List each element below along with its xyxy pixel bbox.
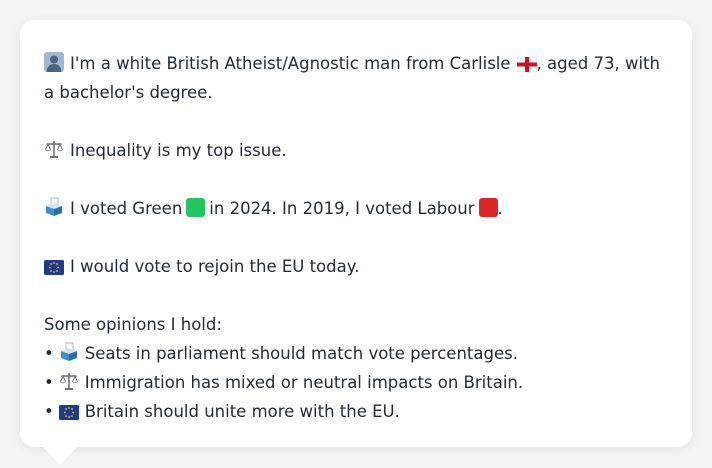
balance-scale-icon bbox=[45, 141, 63, 158]
opinion-item-2: • Immigration has mixed or neutral impac… bbox=[44, 368, 668, 397]
opinion-text: Seats in parliament should match vote pe… bbox=[84, 344, 518, 363]
bubble-tail bbox=[41, 445, 79, 465]
bullet: • bbox=[44, 402, 54, 421]
opinion-text: Britain should unite more with the EU. bbox=[84, 402, 400, 421]
vote-text-2: in 2024. In 2019, I voted Labour bbox=[209, 199, 475, 218]
vote-text-1: I voted Green bbox=[70, 199, 183, 218]
intro-text-tail: , aged 73, with a bachelor's degree. bbox=[44, 54, 660, 102]
vote-line: I voted Green in 2024. In 2019, I voted L… bbox=[44, 194, 668, 223]
bullet: • bbox=[44, 373, 54, 392]
eu-flag-icon bbox=[44, 260, 64, 275]
balance-scale-icon bbox=[59, 373, 78, 390]
opinion-item-3: • Britain should unite more with the EU. bbox=[44, 397, 668, 426]
ballot-box-icon bbox=[46, 197, 62, 216]
eu-line: I would vote to rejoin the EU today. bbox=[44, 252, 668, 281]
top-issue-line: Inequality is my top issue. bbox=[44, 136, 668, 165]
bullet: • bbox=[44, 344, 54, 363]
england-flag-icon bbox=[516, 57, 537, 72]
person-silhouette-icon bbox=[44, 52, 64, 72]
vote-text-3: . bbox=[497, 199, 503, 218]
intro-text: I'm a white British Atheist/Agnostic man… bbox=[70, 54, 511, 73]
opinion-text: Immigration has mixed or neutral impacts… bbox=[84, 373, 524, 392]
top-issue-text: Inequality is my top issue. bbox=[70, 141, 287, 160]
profile-bubble: I'm a white British Atheist/Agnostic man… bbox=[20, 20, 692, 447]
eu-flag-icon bbox=[58, 405, 79, 420]
labour-party-square-icon bbox=[478, 198, 498, 217]
eu-text: I would vote to rejoin the EU today. bbox=[70, 257, 360, 276]
ballot-box-icon bbox=[60, 342, 77, 361]
intro-line: I'm a white British Atheist/Agnostic man… bbox=[44, 49, 668, 107]
opinion-item-1: • Seats in parliament should match vote … bbox=[44, 339, 668, 368]
green-party-square-icon bbox=[186, 198, 206, 217]
opinions-heading: Some opinions I hold: bbox=[44, 315, 222, 334]
